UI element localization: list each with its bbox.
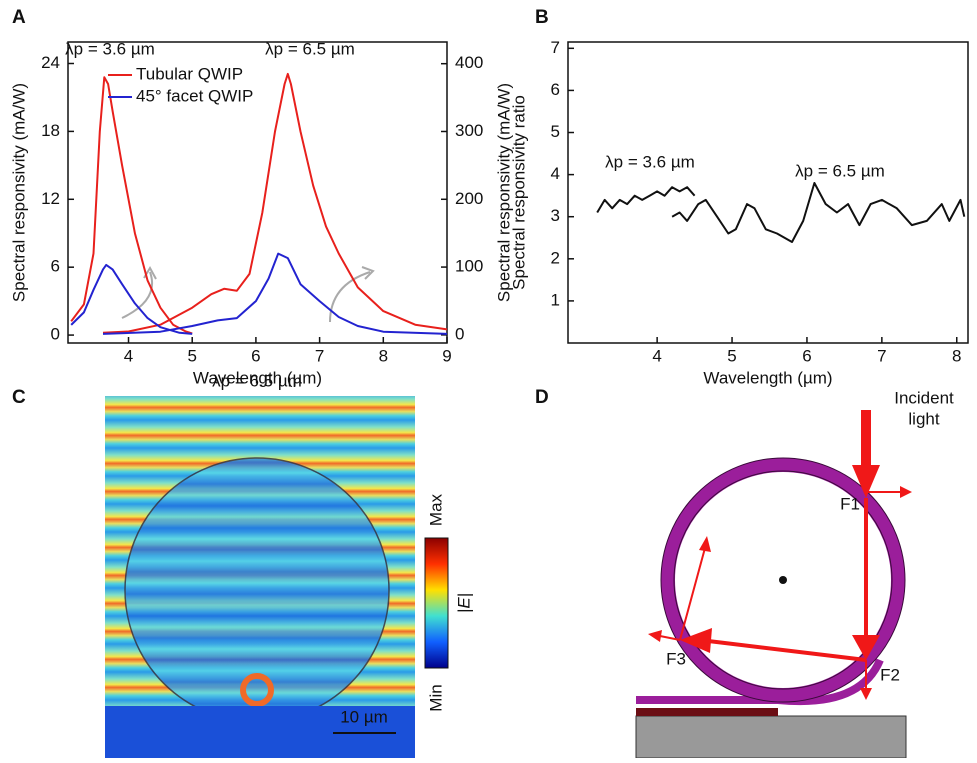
y-axis-label: Spectral responsivity ratio	[509, 95, 528, 290]
tube	[661, 458, 905, 702]
incident-label: Incident	[894, 388, 954, 407]
y2-tick-label: 200	[455, 189, 483, 208]
plot-frame	[67, 41, 448, 344]
legend-label: 45° facet QWIP	[136, 86, 253, 105]
focus-label: F1	[840, 494, 860, 513]
y-tick-label: 6	[551, 80, 560, 99]
y-tick-label: 4	[551, 164, 560, 183]
plot-frame	[567, 41, 969, 344]
y2-tick-label: 400	[455, 53, 483, 72]
panel-label: B	[535, 7, 549, 28]
annotation: λp = 6.5 µm	[795, 161, 885, 180]
colorbar	[424, 537, 449, 669]
y-tick-label: 0	[51, 325, 60, 344]
arrow	[329, 271, 371, 323]
series-line	[70, 252, 448, 335]
x-axis-label: Wavelength (µm)	[193, 368, 322, 387]
panel-label: A	[12, 7, 26, 28]
sacrificial-layer	[636, 708, 778, 716]
colorbar-min: Min	[426, 684, 445, 711]
x-tick-label: 7	[315, 346, 324, 365]
y-tick-label: 1	[551, 290, 560, 309]
annotation: λp = 3.6 µm	[65, 39, 155, 58]
x-tick-label: 7	[877, 346, 886, 365]
arrow	[361, 266, 375, 280]
center-dot	[779, 576, 787, 584]
y2-axis-label: Spectral responsivity (mA/W)	[494, 83, 513, 302]
y2-tick-label: 0	[455, 324, 464, 343]
light-path	[648, 410, 912, 700]
scale-bar-label: 10 µm	[340, 707, 388, 726]
x-tick-label: 8	[379, 346, 388, 365]
y-tick-label: 12	[41, 189, 60, 208]
tube-outline	[124, 457, 390, 723]
y-tick-label: 6	[51, 257, 60, 276]
y-tick-label: 2	[551, 248, 560, 267]
annotation: λp = 3.6 µm	[605, 152, 695, 171]
x-tick-label: 9	[442, 346, 451, 365]
focus-label: F3	[666, 649, 686, 668]
colorbar-label: |E|	[454, 593, 473, 613]
x-tick-label: 8	[952, 346, 961, 365]
y-tick-label: 5	[551, 122, 560, 141]
focus-label: F2	[880, 665, 900, 684]
y-tick-label: 3	[551, 206, 560, 225]
x-axis-label: Wavelength (µm)	[703, 368, 832, 387]
y-axis-label: Spectral responsivity (mA/W)	[9, 83, 28, 302]
annotation: λp = 6.5 µm	[265, 39, 355, 58]
x-tick-label: 4	[652, 346, 661, 365]
map-title: λp = 6.5 µm	[212, 371, 302, 390]
x-tick-label: 5	[727, 346, 736, 365]
series-line	[596, 182, 966, 243]
field-hotspot	[240, 673, 274, 707]
panel-label: D	[535, 387, 549, 408]
tube-inner	[673, 470, 893, 690]
y2-tick-label: 100	[455, 257, 483, 276]
y-tick-label: 18	[41, 121, 60, 140]
panel-label: C	[12, 387, 26, 408]
y-tick-label: 7	[551, 38, 560, 57]
x-tick-label: 6	[251, 346, 260, 365]
tube-outer	[660, 457, 906, 703]
x-tick-label: 5	[187, 346, 196, 365]
y2-tick-label: 300	[455, 121, 483, 140]
x-tick-label: 6	[802, 346, 811, 365]
arrow	[121, 271, 154, 319]
incident-label: light	[908, 409, 939, 428]
substrate	[635, 715, 907, 759]
series-line	[70, 72, 448, 335]
y-tick-label: 24	[41, 53, 60, 72]
colorbar-max: Max	[426, 493, 445, 526]
x-tick-label: 4	[124, 346, 133, 365]
legend-label: Tubular QWIP	[136, 64, 243, 83]
